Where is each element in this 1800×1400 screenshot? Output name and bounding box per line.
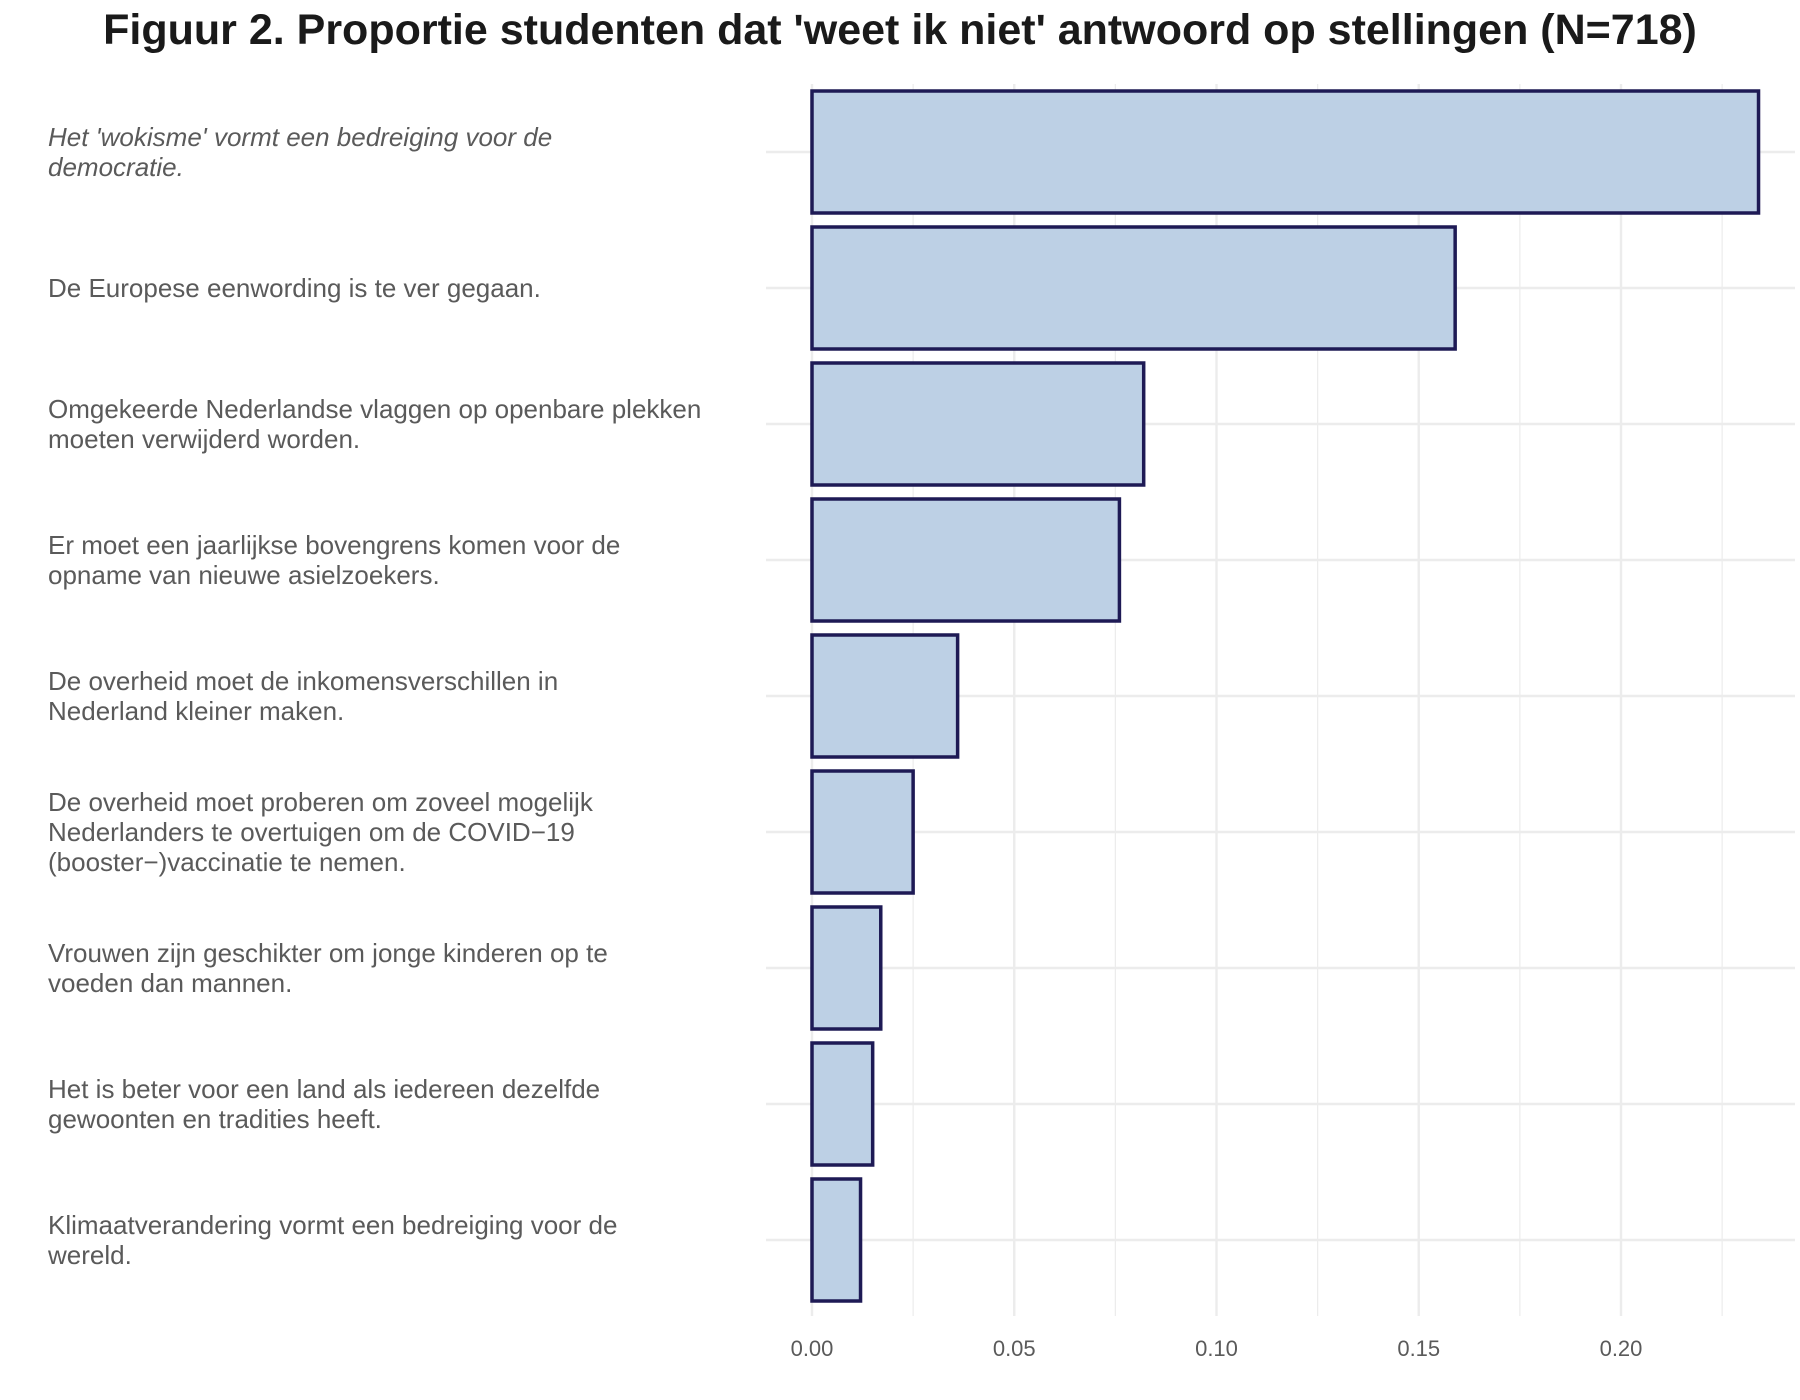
bar <box>810 769 915 895</box>
category-label-line: voeden dan mannen. <box>48 968 293 998</box>
category-label: Klimaatverandering vormt een bedreiging … <box>48 1210 758 1270</box>
bar-layer <box>810 89 1761 1303</box>
bar <box>810 1041 875 1167</box>
category-label: De Europese eenwording is te ver gegaan. <box>48 273 758 303</box>
category-label-line: De overheid moet de inkomensverschillen … <box>48 666 559 696</box>
x-axis-ticks: 0.00 0.05 0.10 0.15 0.20 <box>791 1336 1643 1361</box>
category-label-line: Vrouwen zijn geschikter om jonge kindere… <box>48 938 608 968</box>
category-label: De overheid moet de inkomensverschillen … <box>48 666 758 726</box>
category-label-line: moeten verwijderd worden. <box>48 424 361 454</box>
category-label-line: democratie. <box>48 152 184 182</box>
bar <box>810 89 1761 215</box>
category-label-line: Nederland kleiner maken. <box>48 696 345 726</box>
x-tick-label: 0.15 <box>1397 1336 1440 1361</box>
x-tick-label: 0.20 <box>1600 1336 1643 1361</box>
category-label: Vrouwen zijn geschikter om jonge kindere… <box>48 938 758 998</box>
category-label-line: De Europese eenwording is te ver gegaan. <box>48 273 541 303</box>
category-label-line: Nederlanders te overtuigen om de COVID−1… <box>48 817 575 847</box>
category-label: Het 'wokisme' vormt een bedreiging voor … <box>48 122 758 182</box>
category-label-line: Omgekeerde Nederlandse vlaggen op openba… <box>48 394 702 424</box>
category-label-line: wereld. <box>48 1240 132 1270</box>
bar <box>810 361 1146 487</box>
bar <box>810 633 960 759</box>
category-label: Omgekeerde Nederlandse vlaggen op openba… <box>48 394 758 454</box>
category-label-line: Er moet een jaarlijkse bovengrens komen … <box>48 530 621 560</box>
category-label-line: (booster−)vaccinatie te nemen. <box>48 847 406 877</box>
category-label: Het is beter voor een land als iedereen … <box>48 1074 758 1134</box>
chart-title: Figuur 2. Proportie studenten dat 'weet … <box>103 6 1697 54</box>
x-tick-label: 0.10 <box>1195 1336 1238 1361</box>
category-label: De overheid moet proberen om zoveel moge… <box>48 787 758 877</box>
category-label-line: Het 'wokisme' vormt een bedreiging voor … <box>48 122 553 152</box>
category-label-line: De overheid moet proberen om zoveel moge… <box>48 787 593 817</box>
x-tick-label: 0.05 <box>993 1336 1036 1361</box>
category-label-line: Het is beter voor een land als iedereen … <box>48 1074 601 1104</box>
category-label-line: Klimaatverandering vormt een bedreiging … <box>48 1210 618 1240</box>
bar <box>810 225 1457 351</box>
category-label-line: gewoonten en tradities heeft. <box>48 1104 382 1134</box>
category-label: Er moet een jaarlijkse bovengrens komen … <box>48 530 758 590</box>
bar <box>810 497 1122 623</box>
bar <box>810 905 883 1031</box>
x-tick-label: 0.00 <box>791 1336 834 1361</box>
bar <box>810 1177 863 1303</box>
category-label-line: opname van nieuwe asielzoekers. <box>48 560 440 590</box>
